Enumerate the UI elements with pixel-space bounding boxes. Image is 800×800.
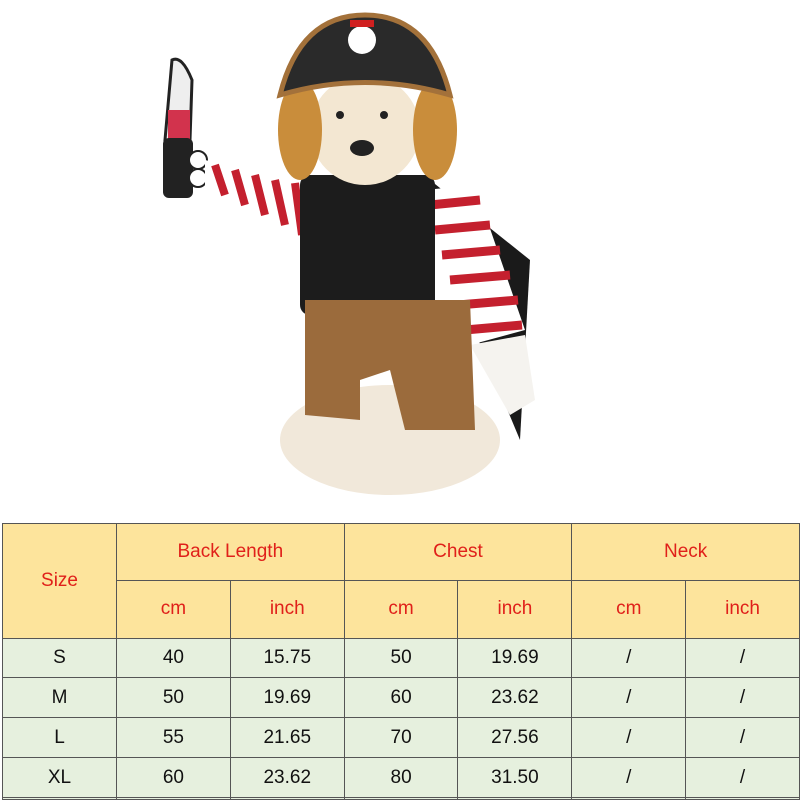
table-row: L 55 21.65 70 27.56//: [2, 717, 800, 759]
plush-arm: [470, 335, 535, 415]
measurement-cell: 80: [343, 757, 459, 799]
dog-nose: [350, 140, 374, 156]
measurement-cell: 55: [116, 717, 231, 759]
size-chart-table: Size Back Length Chest Neck cm inch cm i…: [2, 522, 800, 800]
measurement-cell: 60: [116, 757, 231, 799]
neck-header: Neck: [571, 522, 800, 582]
unit-header: cm: [116, 580, 231, 639]
chest-header: Chest: [343, 522, 573, 582]
striped-sleeve-right: [425, 185, 525, 345]
size-cell: M: [2, 677, 117, 719]
size-cell: XL: [2, 757, 117, 799]
measurement-cell: 23.62: [457, 677, 573, 719]
measurement-cell: 19.69: [457, 637, 573, 679]
measurement-cell: 21.65: [229, 717, 345, 759]
measurement-cell: 40: [116, 637, 231, 679]
vest: [300, 175, 435, 315]
measurement-cell: 31.50: [457, 757, 573, 799]
measurement-cell: 27.56: [457, 717, 573, 759]
measurement-cell: /: [571, 637, 687, 679]
unit-header: inch: [229, 580, 345, 639]
striped-sleeve-left: [205, 160, 310, 245]
measurement-cell: 60: [343, 677, 459, 719]
measurement-cell: 70: [343, 717, 459, 759]
table-row: [2, 797, 800, 800]
measurement-cell: [571, 797, 687, 800]
table-row: XL 60 23.62 80 31.50//: [2, 757, 800, 799]
measurement-cell: 15.75: [229, 637, 345, 679]
unit-header: cm: [343, 580, 459, 639]
size-header: Size: [2, 523, 117, 639]
measurement-cell: /: [685, 677, 800, 719]
skull-icon: [348, 26, 376, 54]
measurement-cell: [229, 797, 345, 800]
measurement-cell: [343, 797, 459, 800]
measurement-cell: [116, 797, 231, 800]
knife-icon: [163, 57, 208, 198]
table-row: S 40 15.75 50 19.69//: [2, 637, 800, 679]
measurement-cell: /: [685, 717, 800, 759]
brown-pants: [305, 300, 475, 430]
measurement-cell: /: [571, 677, 687, 719]
back-length-header: Back Length: [116, 522, 345, 582]
measurement-cell: /: [685, 757, 800, 799]
size-cell: L: [2, 717, 117, 759]
unit-header: inch: [685, 580, 800, 639]
measurement-cell: /: [685, 637, 800, 679]
mane-left: [278, 80, 322, 180]
measurement-cell: [685, 797, 800, 800]
measurement-cell: 50: [343, 637, 459, 679]
pirate-hat: [276, 12, 454, 99]
measurement-cell: 19.69: [229, 677, 345, 719]
size-cell: [2, 797, 117, 800]
measurement-cell: /: [571, 757, 687, 799]
size-cell: S: [2, 637, 117, 679]
measurement-cell: [457, 797, 573, 800]
measurement-cell: 23.62: [229, 757, 345, 799]
unit-header: cm: [571, 580, 687, 639]
table-row: M 50 19.69 60 23.62//: [2, 677, 800, 719]
measurement-cell: /: [571, 717, 687, 759]
dog-head: [310, 75, 420, 185]
mane-right: [413, 80, 457, 180]
product-photo-pirate-dog-costume: [163, 12, 535, 495]
measurement-cell: 50: [116, 677, 231, 719]
unit-header: inch: [457, 580, 573, 639]
